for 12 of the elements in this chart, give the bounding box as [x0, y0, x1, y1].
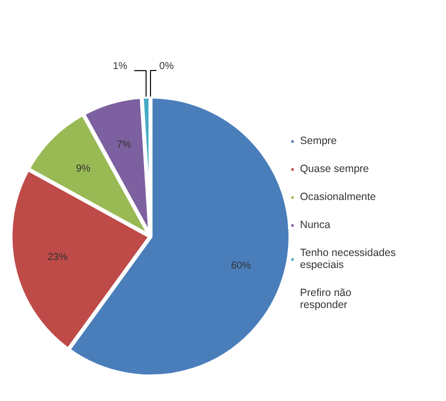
legend-label: Tenho necessidades especiais: [300, 247, 396, 271]
text: 0%: [159, 61, 174, 72]
data-label: 7%: [116, 140, 132, 151]
data-label: 9%: [76, 164, 91, 175]
legend-label: Sempre: [300, 135, 337, 147]
data-label: 1%: [112, 61, 128, 72]
legend-label: Quase sempre: [300, 163, 369, 175]
category-label: Prefiro não responder: [300, 287, 352, 311]
data-label: 23%: [48, 252, 68, 263]
legend-label: Nunca: [300, 219, 330, 231]
data-label: 60%: [231, 260, 252, 272]
legend-label: Ocasionalmente: [300, 191, 376, 203]
